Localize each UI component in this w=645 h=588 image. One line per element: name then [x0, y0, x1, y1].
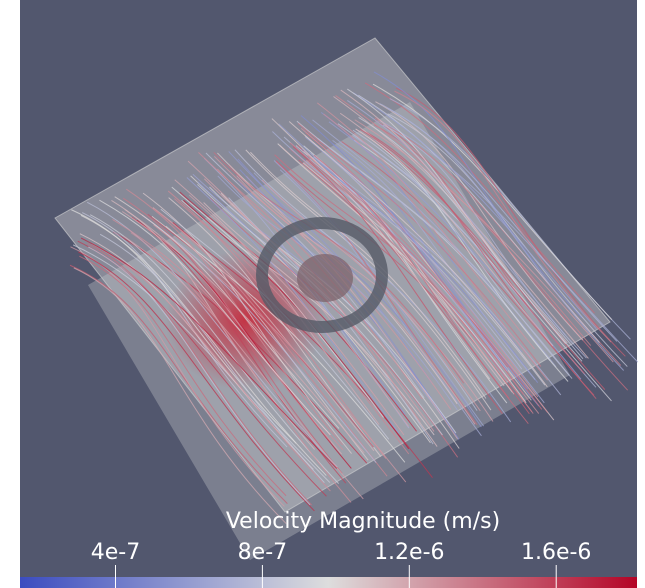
colorbar — [20, 577, 637, 588]
colorbar-title: Velocity Magnitude (m/s) — [226, 509, 500, 534]
tick-label: 1.2e-6 — [374, 540, 444, 565]
cylinder-core — [297, 254, 353, 302]
viewport: Velocity Magnitude (m/s) 4e-7 8e-7 1.2e-6 1… — [0, 0, 645, 588]
tick-label: 8e-7 — [238, 540, 287, 565]
tick-label: 1.6e-6 — [521, 540, 591, 565]
tick-label: 4e-7 — [91, 540, 140, 565]
